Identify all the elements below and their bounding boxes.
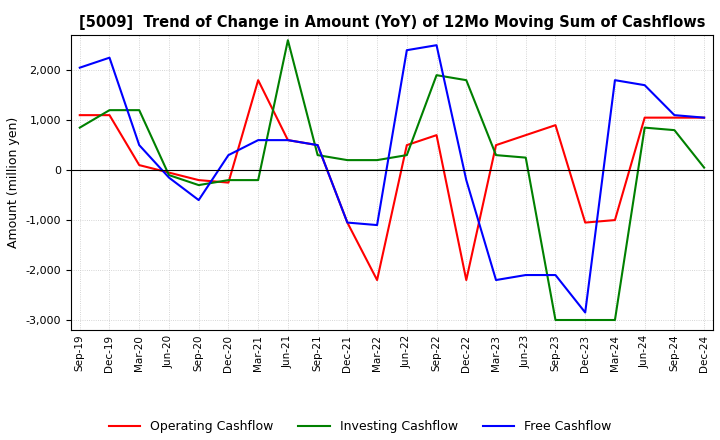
Operating Cashflow <box>105 113 114 118</box>
Free Cashflow <box>551 272 559 278</box>
Investing Cashflow <box>165 172 174 178</box>
Title: [5009]  Trend of Change in Amount (YoY) of 12Mo Moving Sum of Cashflows: [5009] Trend of Change in Amount (YoY) o… <box>78 15 705 30</box>
Operating Cashflow <box>194 177 203 183</box>
Y-axis label: Amount (million yen): Amount (million yen) <box>7 117 20 248</box>
Operating Cashflow <box>581 220 590 225</box>
Free Cashflow <box>462 177 471 183</box>
Operating Cashflow <box>313 143 322 148</box>
Operating Cashflow <box>640 115 649 120</box>
Investing Cashflow <box>462 77 471 83</box>
Investing Cashflow <box>581 317 590 323</box>
Investing Cashflow <box>700 165 708 170</box>
Free Cashflow <box>343 220 351 225</box>
Investing Cashflow <box>194 183 203 188</box>
Free Cashflow <box>105 55 114 60</box>
Investing Cashflow <box>105 107 114 113</box>
Operating Cashflow <box>402 143 411 148</box>
Legend: Operating Cashflow, Investing Cashflow, Free Cashflow: Operating Cashflow, Investing Cashflow, … <box>104 415 616 438</box>
Line: Investing Cashflow: Investing Cashflow <box>80 40 704 320</box>
Free Cashflow <box>640 83 649 88</box>
Operating Cashflow <box>165 170 174 175</box>
Investing Cashflow <box>135 107 143 113</box>
Investing Cashflow <box>521 155 530 160</box>
Free Cashflow <box>670 113 679 118</box>
Operating Cashflow <box>551 122 559 128</box>
Operating Cashflow <box>284 137 292 143</box>
Free Cashflow <box>194 198 203 203</box>
Operating Cashflow <box>224 180 233 185</box>
Investing Cashflow <box>551 317 559 323</box>
Free Cashflow <box>224 153 233 158</box>
Free Cashflow <box>611 77 619 83</box>
Operating Cashflow <box>432 132 441 138</box>
Operating Cashflow <box>76 113 84 118</box>
Operating Cashflow <box>700 115 708 120</box>
Investing Cashflow <box>313 153 322 158</box>
Operating Cashflow <box>462 277 471 282</box>
Operating Cashflow <box>254 77 263 83</box>
Operating Cashflow <box>521 132 530 138</box>
Investing Cashflow <box>373 158 382 163</box>
Investing Cashflow <box>670 128 679 133</box>
Free Cashflow <box>165 175 174 180</box>
Investing Cashflow <box>343 158 351 163</box>
Free Cashflow <box>76 65 84 70</box>
Investing Cashflow <box>284 37 292 43</box>
Investing Cashflow <box>432 73 441 78</box>
Free Cashflow <box>373 223 382 228</box>
Operating Cashflow <box>373 277 382 282</box>
Free Cashflow <box>402 48 411 53</box>
Investing Cashflow <box>224 177 233 183</box>
Free Cashflow <box>492 277 500 282</box>
Operating Cashflow <box>670 115 679 120</box>
Investing Cashflow <box>611 317 619 323</box>
Investing Cashflow <box>76 125 84 130</box>
Free Cashflow <box>284 137 292 143</box>
Operating Cashflow <box>343 220 351 225</box>
Investing Cashflow <box>492 153 500 158</box>
Free Cashflow <box>700 115 708 120</box>
Operating Cashflow <box>611 217 619 223</box>
Investing Cashflow <box>254 177 263 183</box>
Investing Cashflow <box>402 153 411 158</box>
Free Cashflow <box>432 43 441 48</box>
Operating Cashflow <box>492 143 500 148</box>
Line: Operating Cashflow: Operating Cashflow <box>80 80 704 280</box>
Free Cashflow <box>135 143 143 148</box>
Free Cashflow <box>581 310 590 315</box>
Free Cashflow <box>254 137 263 143</box>
Line: Free Cashflow: Free Cashflow <box>80 45 704 312</box>
Free Cashflow <box>313 143 322 148</box>
Operating Cashflow <box>135 162 143 168</box>
Investing Cashflow <box>640 125 649 130</box>
Free Cashflow <box>521 272 530 278</box>
